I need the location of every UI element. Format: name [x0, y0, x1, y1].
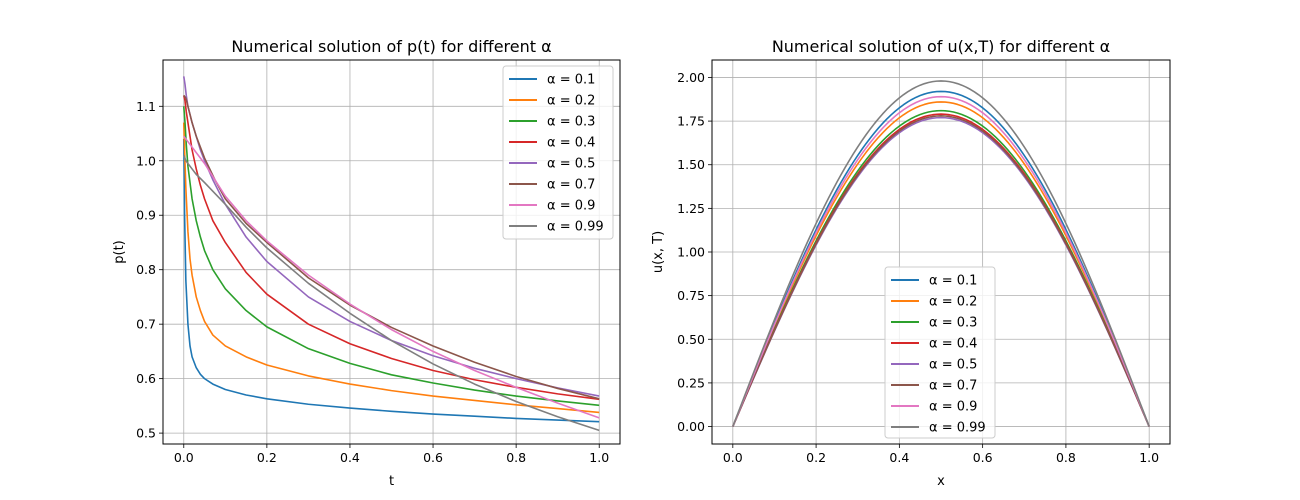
- legend-entry: α = 0.5: [929, 358, 977, 373]
- series-line: [182, 122, 600, 414]
- legend-entry: α = 0.4: [547, 136, 595, 151]
- legend-entry: α = 0.7: [547, 178, 595, 193]
- right-chart-x-label: x: [937, 474, 945, 489]
- series-line: [732, 101, 1150, 427]
- y-tick-label: 0.75: [677, 288, 705, 303]
- y-tick-label: 0.9: [136, 208, 156, 223]
- right-chart-y-label: u(x, T): [651, 231, 666, 273]
- legend-entry: α = 0.1: [547, 73, 595, 88]
- right-chart: Numerical solution of u(x,T) for differe…: [651, 37, 1171, 489]
- series-line: [182, 106, 600, 407]
- x-tick-label: 0.8: [1056, 450, 1076, 465]
- left-chart-y-ticks: 0.5 0.6 0.7 0.8 0.9 1.0 1.1: [136, 99, 163, 441]
- right-legend-box: [884, 266, 996, 439]
- y-tick-label: 0.50: [677, 332, 705, 347]
- legend-entry: α = 0.99: [547, 220, 604, 235]
- x-tick-label: 0.0: [174, 450, 194, 465]
- legend-entry: α = 0.2: [929, 295, 977, 310]
- x-tick-label: 0.0: [723, 450, 743, 465]
- legend-entry: α = 0.9: [929, 400, 977, 415]
- y-tick-label: 1.75: [677, 114, 705, 129]
- y-tick-label: 1.25: [677, 201, 705, 216]
- x-tick-label: 1.0: [1139, 450, 1159, 465]
- x-tick-label: 0.6: [973, 450, 993, 465]
- right-chart-legend: α = 0.1 α = 0.2 α = 0.3 α = 0.4 α = 0.5 α = 0…: [884, 266, 996, 439]
- series-line: [183, 94, 600, 400]
- series-line: [182, 138, 600, 423]
- legend-entry: α = 0.3: [929, 316, 977, 331]
- left-chart-legend: α = 0.1 α = 0.2 α = 0.3 α = 0.4 α = 0.5 α = 0…: [502, 65, 614, 240]
- right-chart-series: [732, 80, 1150, 427]
- series-line: [732, 90, 1150, 427]
- left-chart-series: [182, 76, 600, 432]
- right-chart-y-ticks: 0.00 0.25 0.50 0.75 1.00 1.25 1.50 1.75 2.00: [677, 70, 712, 434]
- legend-entry: α = 0.4: [929, 337, 977, 352]
- legend-entry: α = 0.1: [929, 274, 977, 289]
- y-tick-label: 2.00: [677, 70, 705, 85]
- legend-entry: α = 0.5: [547, 157, 595, 172]
- left-chart-x-ticks: 0.0 0.2 0.4 0.6 0.8 1.0: [174, 444, 609, 465]
- left-chart-x-label: t: [389, 474, 394, 489]
- y-tick-label: 1.00: [677, 245, 705, 260]
- y-tick-label: 1.0: [136, 153, 156, 168]
- left-legend-box: [502, 65, 614, 240]
- legend-entry: α = 0.7: [929, 379, 977, 394]
- y-tick-label: 0.25: [677, 375, 705, 390]
- series-line: [732, 80, 1150, 427]
- left-chart-frame: [162, 59, 621, 445]
- series-line: [183, 135, 600, 419]
- series-line: [732, 115, 1150, 427]
- left-chart-y-label: p(t): [112, 240, 127, 264]
- y-tick-label: 1.1: [136, 99, 156, 114]
- x-tick-label: 0.4: [340, 450, 360, 465]
- legend-entry: α = 0.3: [547, 115, 595, 130]
- legend-entry: α = 0.2: [547, 94, 595, 109]
- right-chart-title: Numerical solution of u(x,T) for differe…: [772, 37, 1110, 56]
- y-tick-label: 0.5: [136, 426, 156, 441]
- y-tick-label: 0.7: [136, 317, 156, 332]
- legend-entry: α = 0.9: [547, 199, 595, 214]
- y-tick-label: 1.50: [677, 157, 705, 172]
- y-tick-label: 0.8: [136, 262, 156, 277]
- x-tick-label: 0.4: [889, 450, 909, 465]
- right-chart-x-ticks: 0.0 0.2 0.4 0.6 0.8 1.0: [723, 444, 1159, 465]
- left-chart-title: Numerical solution of p(t) for different…: [231, 37, 551, 56]
- x-tick-label: 0.2: [257, 450, 277, 465]
- x-tick-label: 0.6: [423, 450, 443, 465]
- x-tick-label: 1.0: [589, 450, 609, 465]
- series-line: [183, 155, 600, 432]
- series-line: [732, 95, 1150, 427]
- y-tick-label: 0.6: [136, 371, 156, 386]
- x-tick-label: 0.8: [506, 450, 526, 465]
- legend-entry: α = 0.99: [929, 421, 986, 436]
- x-tick-label: 0.2: [806, 450, 826, 465]
- left-chart: Numerical solution of p(t) for different…: [112, 37, 621, 489]
- y-tick-label: 0.00: [677, 419, 705, 434]
